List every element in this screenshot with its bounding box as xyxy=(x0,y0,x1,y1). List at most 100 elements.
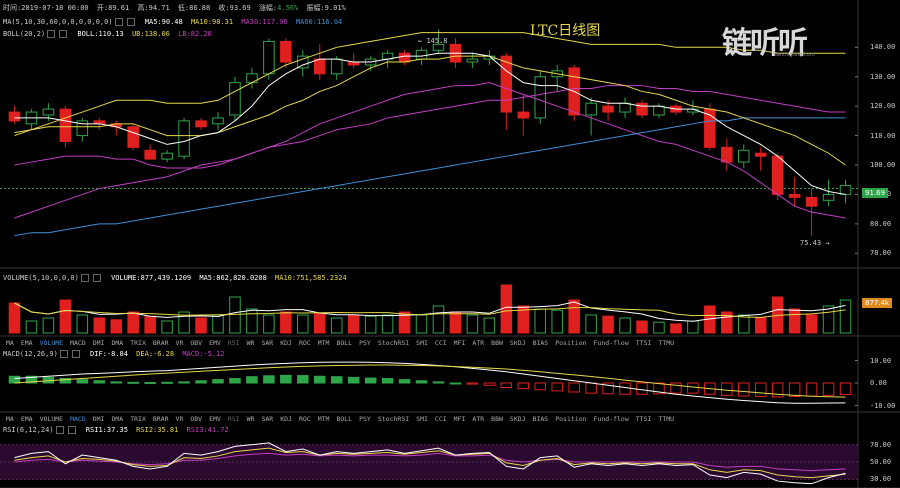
tab-fund-flow[interactable]: Fund-flow xyxy=(593,338,629,347)
tab-wr[interactable]: WR xyxy=(246,414,255,423)
candle-body xyxy=(517,111,530,119)
tab-rsi[interactable]: RSI xyxy=(227,414,240,423)
tab-emv[interactable]: EMV xyxy=(209,338,221,347)
tab-emv[interactable]: EMV xyxy=(209,414,221,423)
tab-boll[interactable]: BOLL xyxy=(336,414,353,423)
settings-icon[interactable] xyxy=(55,426,64,434)
tab-atr[interactable]: ATR xyxy=(472,414,485,423)
tab-vr[interactable]: VR xyxy=(175,414,184,423)
boll-upper-line xyxy=(14,32,846,137)
tab-mfi[interactable]: MFI xyxy=(453,338,466,347)
volume-bar xyxy=(229,296,241,334)
tab-boll[interactable]: BOLL xyxy=(336,338,353,347)
macd-histogram-bar xyxy=(721,382,733,396)
macd-histogram-bar xyxy=(585,382,597,394)
header-amplitude: 9.01% xyxy=(324,4,346,12)
tab-psy[interactable]: PSY xyxy=(359,414,371,423)
tab-dma[interactable]: DMA xyxy=(111,414,124,423)
tab-ma[interactable]: MA xyxy=(6,338,14,347)
tab-fund-flow[interactable]: Fund-flow xyxy=(593,414,629,423)
tab-ema[interactable]: EMA xyxy=(20,414,33,423)
tab-cci[interactable]: CCI xyxy=(434,414,447,423)
macd-histogram-bar xyxy=(500,382,513,388)
tab-dmi[interactable]: DMI xyxy=(92,414,105,423)
close-icon[interactable] xyxy=(92,274,101,282)
tab-brar[interactable]: BRAR xyxy=(152,338,169,347)
tab-smi[interactable]: SMI xyxy=(416,338,428,347)
tab-psy[interactable]: PSY xyxy=(359,338,371,347)
close-icon[interactable] xyxy=(71,350,80,358)
tab-trix[interactable]: TRIX xyxy=(130,338,146,347)
tab-bbw[interactable]: BBW xyxy=(491,414,503,423)
tab-trix[interactable]: TRIX xyxy=(130,414,146,423)
tab-bias[interactable]: BIAS xyxy=(532,414,549,423)
tab-sar[interactable]: SAR xyxy=(261,414,274,423)
price-tick-label: 100.00 xyxy=(870,161,896,169)
settings-icon[interactable] xyxy=(47,30,56,38)
macd-tick-label: 10.00 xyxy=(870,356,892,365)
tab-rsi[interactable]: RSI xyxy=(227,338,240,347)
ma5-line xyxy=(14,52,846,195)
rsi2-value: RSI2:35.81 xyxy=(136,426,179,434)
tab-volume[interactable]: VOLUME xyxy=(39,338,64,347)
tab-macd[interactable]: MACD xyxy=(70,414,86,423)
tab-ma[interactable]: MA xyxy=(6,414,14,423)
tab-dmi[interactable]: DMI xyxy=(92,338,105,347)
volume-bar xyxy=(25,320,38,334)
candle-body xyxy=(229,82,241,116)
close-icon[interactable] xyxy=(126,18,135,26)
tab-roc[interactable]: ROC xyxy=(298,414,311,423)
tab-dma[interactable]: DMA xyxy=(111,338,124,347)
tab-macd[interactable]: MACD xyxy=(70,338,86,347)
tab-obv[interactable]: OBV xyxy=(190,414,203,423)
candle-body xyxy=(42,108,55,116)
tab-brar[interactable]: BRAR xyxy=(152,414,169,423)
tab-skdj[interactable]: SKDJ xyxy=(509,414,526,423)
settings-icon[interactable] xyxy=(80,274,89,282)
macd-histogram-bar xyxy=(212,379,224,384)
candle-body xyxy=(788,193,801,198)
tab-cci[interactable]: CCI xyxy=(434,338,447,347)
volume-ma10-line xyxy=(14,302,846,318)
tab-bbw[interactable]: BBW xyxy=(491,338,503,347)
tab-smi[interactable]: SMI xyxy=(416,414,428,423)
tab-ema[interactable]: EMA xyxy=(20,338,33,347)
tab-kdj[interactable]: KDJ xyxy=(280,338,292,347)
tab-skdj[interactable]: SKDJ xyxy=(509,338,526,347)
rsi2-line xyxy=(14,447,846,479)
settings-icon[interactable] xyxy=(59,350,68,358)
tab-ttsi[interactable]: TTSI xyxy=(635,338,652,347)
tab-position[interactable]: Position xyxy=(555,338,587,347)
indicator-tabs-1: MA EMA VOLUME MACD DMI DMA TRIX BRAR VR OBV EMV RSI… xyxy=(6,337,864,348)
ma10-value: MA10:98.31 xyxy=(190,18,234,26)
tab-position[interactable]: Position xyxy=(555,414,587,423)
price-tick-label: 120.00 xyxy=(870,102,896,111)
tab-stochrsi[interactable]: StochRSI xyxy=(377,338,410,347)
tab-ttmu[interactable]: TTMU xyxy=(658,414,675,423)
close-icon[interactable] xyxy=(67,426,76,434)
tab-obv[interactable]: OBV xyxy=(190,338,203,347)
tab-sar[interactable]: SAR xyxy=(261,338,274,347)
volume-bar xyxy=(687,320,699,334)
candle-body xyxy=(195,120,207,128)
macd-histogram-bar xyxy=(805,382,818,397)
close-icon[interactable] xyxy=(59,30,68,38)
tab-atr[interactable]: ATR xyxy=(472,338,485,347)
tab-wr[interactable]: WR xyxy=(246,338,255,347)
volume-bar xyxy=(805,314,818,334)
tab-mtm[interactable]: MTM xyxy=(317,414,330,423)
tab-stochrsi[interactable]: StochRSI xyxy=(377,414,410,423)
ma30-line xyxy=(14,85,846,219)
tab-vr[interactable]: VR xyxy=(175,338,184,347)
low-annotation: 75.43 → xyxy=(800,239,830,247)
tab-volume[interactable]: VOLUME xyxy=(39,414,64,423)
tab-ttsi[interactable]: TTSI xyxy=(635,414,652,423)
settings-icon[interactable] xyxy=(114,18,123,26)
tab-mtm[interactable]: MTM xyxy=(317,338,330,347)
tab-kdj[interactable]: KDJ xyxy=(280,414,292,423)
tab-mfi[interactable]: MFI xyxy=(453,414,466,423)
macd-histogram-bar xyxy=(297,375,309,384)
tab-bias[interactable]: BIAS xyxy=(532,338,549,347)
tab-roc[interactable]: ROC xyxy=(298,338,311,347)
tab-ttmu[interactable]: TTMU xyxy=(658,338,675,347)
